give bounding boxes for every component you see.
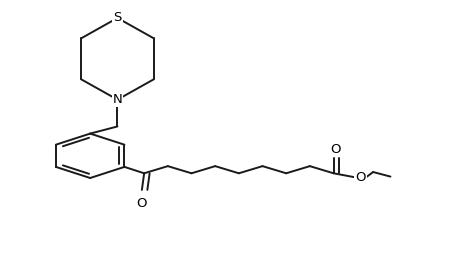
Text: O: O [136,197,147,211]
Text: N: N [113,93,122,106]
Text: S: S [113,11,122,25]
Text: O: O [355,171,365,184]
Text: O: O [331,142,341,156]
